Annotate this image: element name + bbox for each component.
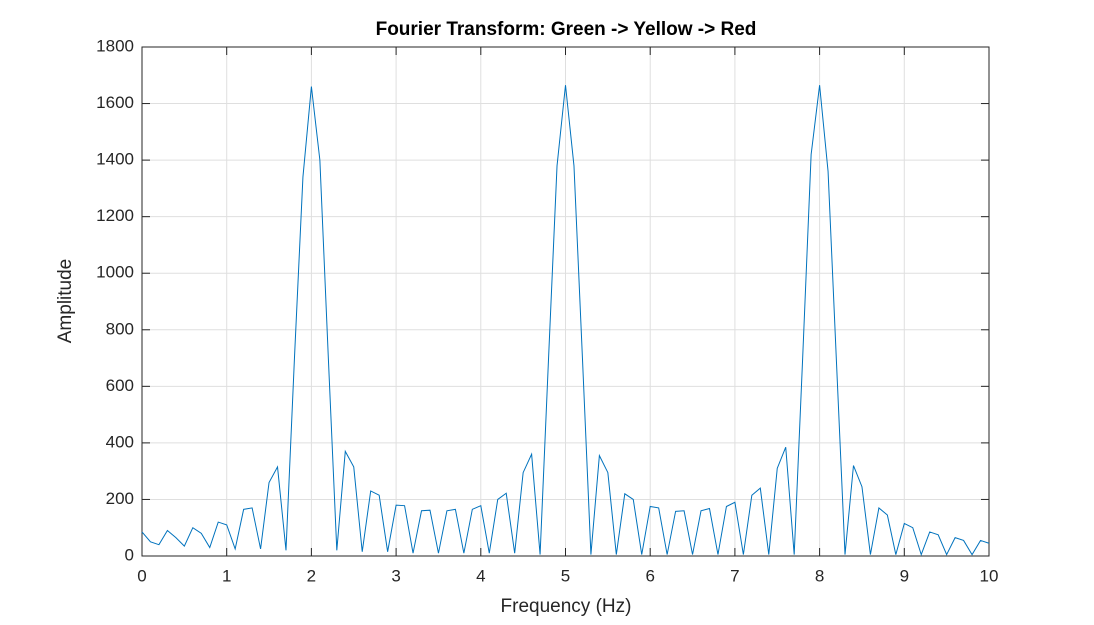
x-tick-label: 9 xyxy=(900,566,909,585)
y-tick-label: 1600 xyxy=(96,93,134,112)
y-tick-label: 1800 xyxy=(96,36,134,55)
x-tick-label: 1 xyxy=(222,566,231,585)
x-tick-label: 3 xyxy=(391,566,400,585)
plot-frame xyxy=(141,46,990,557)
x-axis-label: Frequency (Hz) xyxy=(501,596,632,617)
y-tick-label: 1000 xyxy=(96,263,134,282)
y-tick-label: 200 xyxy=(106,489,134,508)
y-tick-label: 600 xyxy=(106,376,134,395)
x-tick-label: 4 xyxy=(476,566,485,585)
data-line xyxy=(141,85,990,557)
y-tick-label: 1400 xyxy=(96,150,134,169)
x-tick-label: 7 xyxy=(730,566,739,585)
x-tick-label: 6 xyxy=(645,566,654,585)
y-tick-label: 800 xyxy=(106,319,134,338)
y-tick-label: 400 xyxy=(106,432,134,451)
y-tick-label: 0 xyxy=(125,545,134,564)
x-tick-label: 0 xyxy=(137,566,146,585)
y-tick-label: 1200 xyxy=(96,206,134,225)
x-tick-label: 8 xyxy=(815,566,824,585)
x-tick-label: 2 xyxy=(307,566,316,585)
chart-title: Fourier Transform: Green -> Yellow -> Re… xyxy=(376,19,757,40)
x-tick-label: 10 xyxy=(980,566,999,585)
y-axis-label: Amplitude xyxy=(55,259,76,344)
x-tick-label: 5 xyxy=(561,566,570,585)
